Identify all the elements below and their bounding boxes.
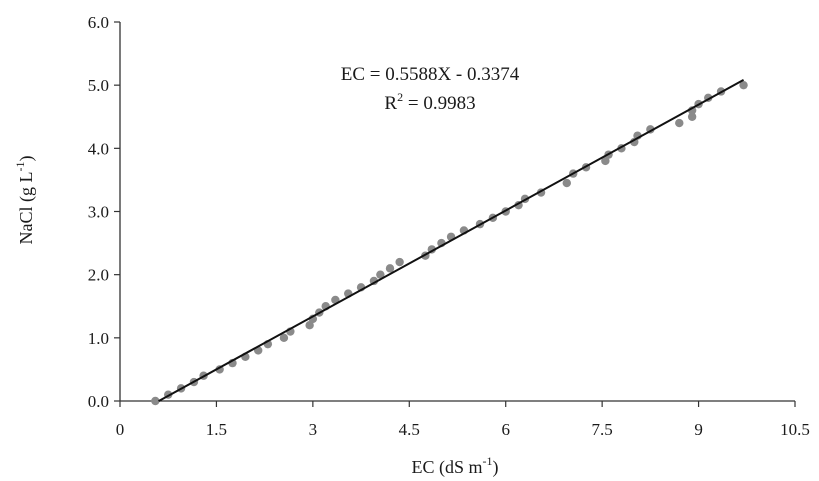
trendline bbox=[158, 79, 745, 403]
y-tick-label: 5.0 bbox=[88, 76, 109, 95]
data-point bbox=[376, 270, 385, 279]
x-tick-label: 6 bbox=[501, 420, 510, 439]
data-point bbox=[385, 264, 395, 273]
x-tick-label: 0 bbox=[116, 420, 125, 439]
x-tick-label: 7.5 bbox=[592, 420, 613, 439]
data-point bbox=[675, 118, 684, 128]
x-tick-label: 3 bbox=[309, 420, 318, 439]
x-tick-label: 1.5 bbox=[206, 420, 227, 439]
data-point bbox=[279, 333, 289, 343]
data-point bbox=[687, 112, 697, 121]
regression-equation: EC = 0.5588X - 0.3374 bbox=[341, 64, 520, 85]
data-point bbox=[601, 156, 610, 166]
data-point bbox=[739, 80, 748, 90]
r-squared-label: R2 = 0.9983 bbox=[384, 90, 475, 114]
x-axis-title: EC (dS m-1) bbox=[411, 454, 498, 478]
data-point bbox=[151, 396, 160, 406]
y-tick-label: 1.0 bbox=[88, 329, 109, 348]
y-tick-label: 3.0 bbox=[88, 203, 109, 222]
data-point bbox=[562, 178, 571, 188]
data-point bbox=[305, 321, 314, 330]
y-tick-label: 6.0 bbox=[88, 13, 109, 32]
plot-area: 0.0 1.0 2.0 3.0 4.0 5.0 6.0 0 1.5 3 4.5 6 7.5 9 10.5 bbox=[88, 13, 810, 439]
y-axis-title: NaCl (g L-1) bbox=[13, 156, 37, 245]
data-point bbox=[395, 257, 404, 267]
x-tick-label: 10.5 bbox=[780, 420, 810, 439]
y-tick-label: 2.0 bbox=[88, 266, 109, 285]
y-tick-label: 0.0 bbox=[88, 392, 109, 411]
x-tick-label: 9 bbox=[694, 420, 703, 439]
x-tick-label: 4.5 bbox=[399, 420, 420, 439]
y-tick-label: 4.0 bbox=[88, 139, 109, 158]
